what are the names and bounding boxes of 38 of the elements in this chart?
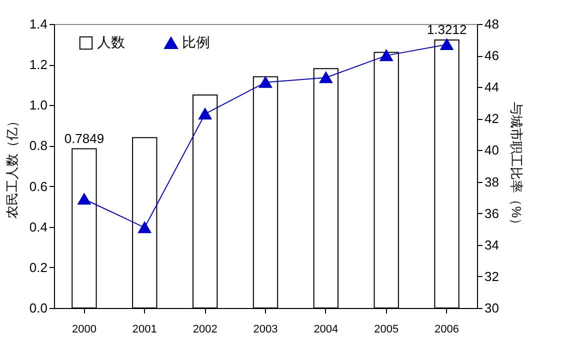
point: [198, 108, 212, 120]
y-tick-label: 1.4: [29, 16, 48, 32]
y-tick-label: 1.0: [29, 98, 48, 113]
point: [380, 50, 393, 62]
x-tick-label: 2000: [72, 324, 96, 336]
y2-axis-title: 与城市职工比率（%）: [508, 102, 524, 231]
y-tick-label: 1.2: [29, 57, 48, 72]
y2-tick-label: 38: [484, 174, 499, 190]
x-tick-label: 2002: [192, 324, 218, 336]
point: [78, 194, 90, 205]
y2-tick-label: 46: [484, 48, 499, 64]
point: [259, 76, 272, 88]
y2-tick-label: 32: [484, 268, 499, 284]
data-label: 1.3212: [426, 22, 467, 37]
x-tick-label: 2006: [434, 324, 460, 336]
y2-tick-label: 48: [484, 16, 499, 32]
y2-tick-label: 30: [484, 300, 499, 316]
y-axis-title: 农民工人数（亿）: [4, 114, 20, 218]
y-tick-label: 0.8: [29, 138, 48, 154]
y2-tick-label: 44: [484, 80, 499, 95]
y-tick-label: 0.6: [29, 178, 48, 194]
y2-tick-label: 34: [484, 237, 499, 252]
x-tick-label: 2004: [314, 324, 338, 336]
y2-tick-label: 36: [484, 206, 499, 221]
x-tick-label: 2005: [374, 324, 399, 336]
point: [320, 72, 332, 84]
point: [440, 38, 454, 50]
legend-label: 比例: [182, 34, 210, 50]
y-tick-label: 0.2: [29, 260, 48, 275]
y2-tick-label: 40: [484, 142, 499, 158]
x-tick-label: 2001: [132, 324, 157, 336]
legend-label: 人数: [97, 34, 125, 50]
data-label: 0.7849: [64, 130, 104, 146]
y-tick-label: 0.4: [29, 219, 48, 234]
x-tick-label: 2003: [253, 324, 278, 336]
point: [138, 222, 151, 234]
y2-tick-label: 42: [484, 111, 499, 126]
y-tick-label: 0.0: [29, 300, 48, 316]
